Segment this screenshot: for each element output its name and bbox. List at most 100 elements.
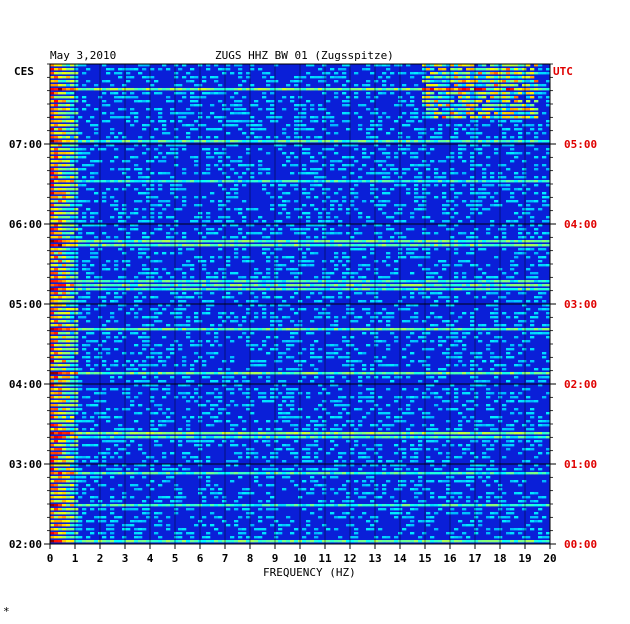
spectrogram-cell xyxy=(478,340,483,343)
spectrogram-cell xyxy=(278,116,283,119)
spectrogram-cell xyxy=(478,196,483,199)
spectrogram-cell xyxy=(314,356,319,359)
spectrogram-cell xyxy=(182,296,187,299)
spectrogram-cell xyxy=(162,308,167,311)
spectrogram-cell xyxy=(94,348,99,351)
spectrogram-cell xyxy=(478,248,483,251)
spectrogram-cell xyxy=(194,284,199,287)
spectrogram-cell xyxy=(190,104,195,107)
spectrogram-cell xyxy=(294,140,299,143)
spectrogram-cell xyxy=(130,328,135,331)
spectrogram-cell xyxy=(114,296,119,299)
spectrogram-cell xyxy=(510,196,515,199)
spectrogram-cell xyxy=(454,272,459,275)
spectrogram-cell xyxy=(494,180,499,183)
spectrogram-cell xyxy=(494,328,499,331)
spectrogram-cell xyxy=(322,108,327,111)
spectrogram-cell xyxy=(330,284,335,287)
spectrogram-cell xyxy=(50,156,55,159)
spectrogram-cell xyxy=(194,140,199,143)
spectrogram-cell xyxy=(458,156,463,159)
spectrogram-cell xyxy=(454,108,459,111)
spectrogram-cell xyxy=(270,324,275,327)
spectrogram-cell xyxy=(470,168,475,171)
spectrogram-cell xyxy=(386,284,391,287)
spectrogram-cell xyxy=(486,116,491,119)
spectrogram-cell xyxy=(426,316,431,319)
spectrogram-cell xyxy=(258,392,263,395)
spectrogram-cell xyxy=(438,340,443,343)
spectrogram-cell xyxy=(138,64,143,67)
spectrogram-cell xyxy=(70,104,75,107)
spectrogram-cell xyxy=(426,364,431,367)
spectrogram-cell xyxy=(514,252,519,255)
spectrogram-cell xyxy=(62,284,67,287)
spectrogram-cell xyxy=(442,72,447,75)
spectrogram-cell xyxy=(66,404,71,407)
spectrogram-cell xyxy=(154,284,159,287)
spectrogram-cell xyxy=(242,132,247,135)
spectrogram-cell xyxy=(66,344,71,347)
spectrogram-cell xyxy=(222,104,227,107)
spectrogram-cell xyxy=(462,92,467,95)
spectrogram-cell xyxy=(58,252,63,255)
spectrogram-cell xyxy=(494,192,499,195)
spectrogram-cell xyxy=(514,96,519,99)
spectrogram-cell xyxy=(366,92,371,95)
spectrogram-cell xyxy=(190,240,195,243)
spectrogram-cell xyxy=(454,328,459,331)
spectrogram-cell xyxy=(230,236,235,239)
spectrogram-cell xyxy=(354,232,359,235)
spectrogram-cell xyxy=(450,336,455,339)
spectrogram-cell xyxy=(142,344,147,347)
spectrogram-cell xyxy=(142,240,147,243)
spectrogram-cell xyxy=(378,364,383,367)
spectrogram-cell xyxy=(78,116,83,119)
spectrogram-cell xyxy=(302,172,307,175)
spectrogram-cell xyxy=(54,228,59,231)
spectrogram-cell xyxy=(346,372,351,375)
spectrogram-cell xyxy=(422,64,427,67)
spectrogram-cell xyxy=(506,352,511,355)
spectrogram-cell xyxy=(526,72,531,75)
spectrogram-cell xyxy=(102,64,107,67)
spectrogram-cell xyxy=(446,80,451,83)
spectrogram-cell xyxy=(410,396,415,399)
spectrogram-cell xyxy=(474,104,479,107)
spectrogram-cell xyxy=(510,148,515,151)
spectrogram-cell xyxy=(434,396,439,399)
spectrogram-cell xyxy=(58,132,63,135)
spectrogram-cell xyxy=(458,124,463,127)
spectrogram-cell xyxy=(246,288,251,291)
spectrogram-cell xyxy=(278,296,283,299)
spectrogram-cell xyxy=(70,272,75,275)
spectrogram-cell xyxy=(62,100,67,103)
spectrogram-cell xyxy=(166,288,171,291)
spectrogram-cell xyxy=(250,360,255,363)
spectrogram-cell xyxy=(130,140,135,143)
spectrogram-cell xyxy=(370,284,375,287)
spectrogram-cell xyxy=(538,328,543,331)
spectrogram-cell xyxy=(182,264,187,267)
spectrogram-cell xyxy=(262,364,267,367)
spectrogram-cell xyxy=(330,384,335,387)
spectrogram-cell xyxy=(326,288,331,291)
spectrogram-cell xyxy=(542,376,547,379)
spectrogram-cell xyxy=(506,92,511,95)
spectrogram-cell xyxy=(390,88,395,91)
spectrogram-cell xyxy=(242,200,247,203)
spectrogram-cell xyxy=(62,304,67,307)
spectrogram-cell xyxy=(502,116,507,119)
spectrogram-cell xyxy=(70,396,75,399)
spectrogram-cell xyxy=(414,396,419,399)
spectrogram-cell xyxy=(470,84,475,87)
spectrogram-cell xyxy=(378,88,383,91)
spectrogram-cell xyxy=(170,176,175,179)
spectrogram-cell xyxy=(186,72,191,75)
spectrogram-cell xyxy=(470,212,475,215)
spectrogram-cell xyxy=(126,96,131,99)
spectrogram-cell xyxy=(542,372,547,375)
spectrogram-cell xyxy=(314,308,319,311)
spectrogram-cell xyxy=(238,76,243,79)
spectrogram-cell xyxy=(330,356,335,359)
